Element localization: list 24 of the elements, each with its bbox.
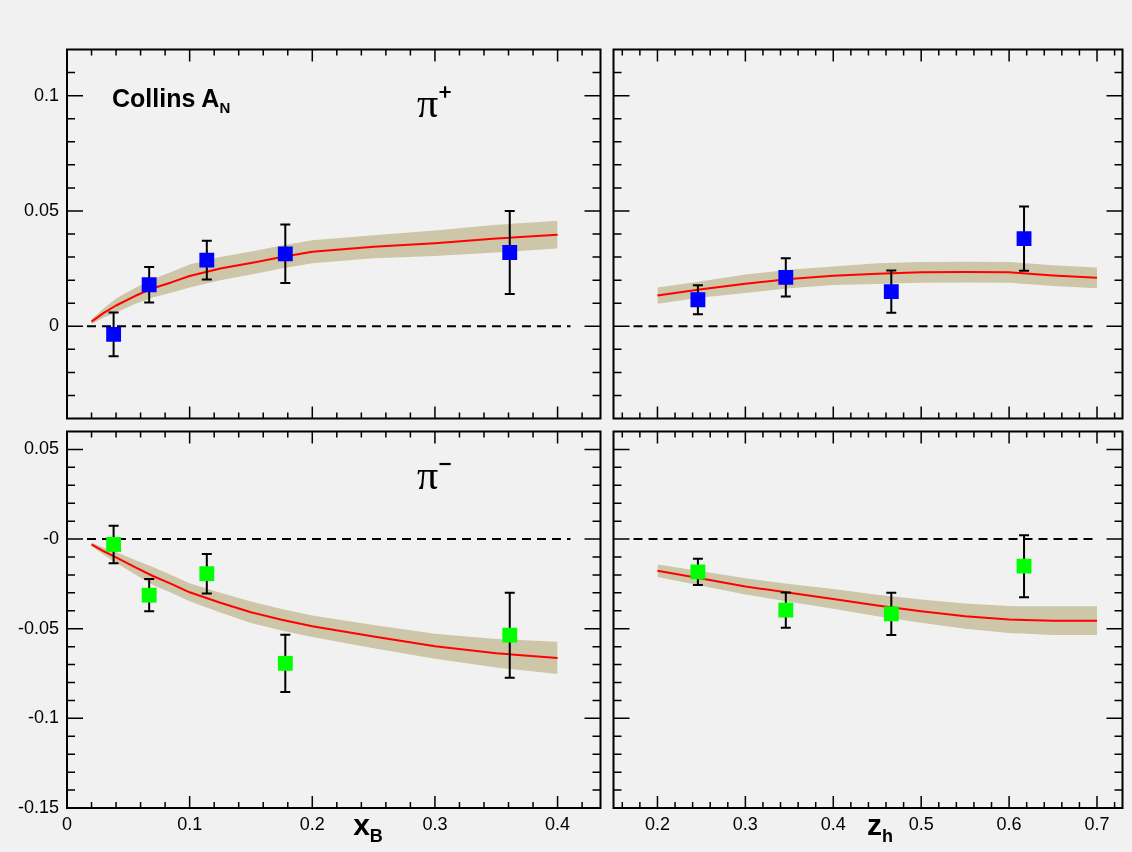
y-tick-label: -0 xyxy=(42,528,59,549)
annotation: Collins A$_{N}$ xyxy=(112,84,231,116)
x-tick-label: 0.2 xyxy=(299,813,325,834)
x-tick-label: 0.3 xyxy=(732,813,758,834)
y-tick-label: -0.15 xyxy=(17,796,59,817)
x-tick-label: 0.3 xyxy=(422,813,448,834)
annotation: π⁻ xyxy=(417,451,453,500)
x-tick-label: 0.7 xyxy=(1084,813,1110,834)
y-tick-label: -0.05 xyxy=(17,617,59,638)
y-tick-label: -0.1 xyxy=(27,707,59,728)
annotation: π⁺ xyxy=(417,79,453,128)
x-tick-label: 0.2 xyxy=(644,813,670,834)
x-tick-label: 0.4 xyxy=(820,813,846,834)
x-tick-label: 0 xyxy=(61,813,73,834)
x-tick-label: 0.4 xyxy=(545,813,571,834)
y-tick-label: 0.1 xyxy=(33,84,59,105)
x-tick-label: 0.1 xyxy=(177,813,203,834)
x-tick-label: 0.6 xyxy=(996,813,1022,834)
x-tick-label: 0.5 xyxy=(908,813,934,834)
y-tick-label: 0 xyxy=(48,315,59,336)
x-axis-title: x$_{B}$ xyxy=(353,808,383,846)
x-axis-title: z$_{h}$ xyxy=(867,808,893,846)
y-tick-label: 0.05 xyxy=(23,199,59,220)
y-tick-label: 0.05 xyxy=(23,438,59,459)
